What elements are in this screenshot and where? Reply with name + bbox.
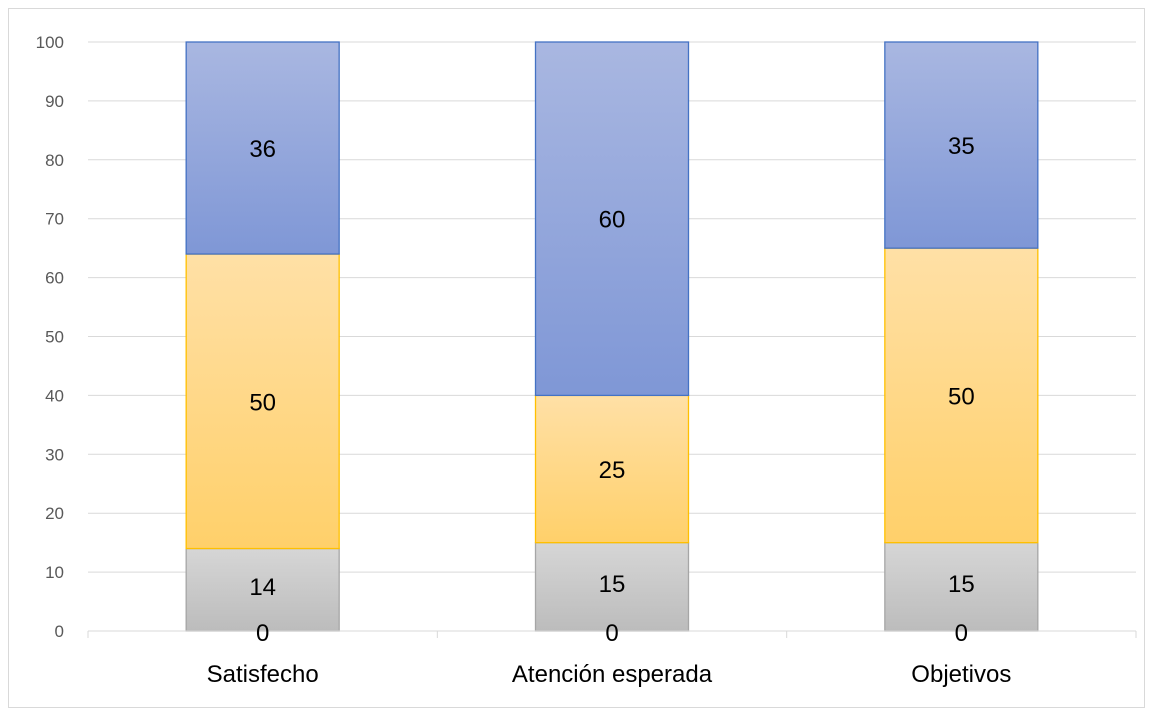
- data-label-0-0: 14: [249, 574, 276, 601]
- y-tick-label-90: 90: [45, 92, 64, 111]
- data-label-2-0: 15: [948, 571, 975, 598]
- bar-segment-1-1: [534, 394, 690, 544]
- y-tick-label-30: 30: [45, 445, 64, 464]
- y-tick-label-10: 10: [45, 563, 64, 582]
- data-label-1-2: 60: [599, 207, 626, 234]
- base-label-1: 0: [605, 620, 618, 647]
- data-label-1-1: 25: [599, 457, 626, 484]
- category-label-1: Atención esperada: [512, 661, 713, 688]
- category-label-0: Satisfecho: [207, 661, 319, 688]
- bar-segment-0-0: [185, 547, 340, 632]
- bar-segment-1-0: [534, 542, 690, 632]
- bar-segment-2-0: [884, 542, 1039, 632]
- bar-segment-0-1: [185, 253, 340, 550]
- base-label-2: 0: [955, 620, 968, 647]
- data-label-0-1: 50: [249, 389, 276, 416]
- data-label-2-1: 50: [948, 383, 975, 410]
- y-tick-label-20: 20: [45, 504, 64, 523]
- y-tick-label-40: 40: [45, 386, 64, 405]
- base-label-0: 0: [256, 620, 269, 647]
- bars: [185, 41, 1039, 632]
- data-label-2-2: 35: [948, 133, 975, 160]
- category-label-2: Objetivos: [911, 661, 1011, 688]
- labels: 0 10 20 30 40 50 60 70 80 90 100 14 50 36 0 Satisfecho 1…: [36, 33, 1012, 688]
- y-tick-label-100: 100: [36, 33, 64, 52]
- y-tick-label-80: 80: [45, 151, 64, 170]
- bar-segment-1-2: [534, 41, 690, 397]
- y-tick-label-50: 50: [45, 328, 64, 347]
- y-tick-label-60: 60: [45, 269, 64, 288]
- y-tick-label-70: 70: [45, 210, 64, 229]
- bar-segment-2-1: [884, 247, 1039, 544]
- data-label-1-0: 15: [599, 571, 626, 598]
- bar-segment-2-2: [884, 41, 1039, 249]
- data-label-0-2: 36: [249, 136, 276, 163]
- axes: [87, 630, 1137, 638]
- y-tick-label-0: 0: [55, 622, 64, 641]
- bar-segment-0-2: [185, 41, 340, 255]
